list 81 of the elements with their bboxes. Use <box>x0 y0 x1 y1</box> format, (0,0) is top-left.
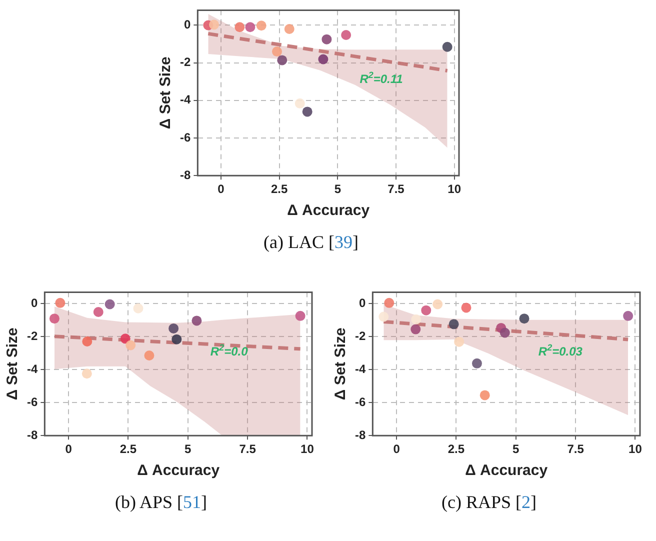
point <box>168 323 179 334</box>
point <box>410 324 421 334</box>
point <box>454 336 464 347</box>
point <box>256 20 266 31</box>
point <box>277 55 288 66</box>
y-tick-label: -8 <box>355 428 366 442</box>
y-tick-label: -6 <box>27 394 38 409</box>
point <box>82 368 92 379</box>
point <box>519 314 530 324</box>
y-tick-label: -4 <box>180 92 191 107</box>
y-tick-label: -6 <box>355 394 366 409</box>
x-tick-label: 7.5 <box>388 182 405 196</box>
point <box>234 22 245 32</box>
x-tick-label: 10 <box>448 182 462 196</box>
point <box>294 98 305 108</box>
point <box>472 358 482 368</box>
x-tick-label: 0 <box>393 442 400 456</box>
y-axis-title: Δ Set Size <box>4 328 22 400</box>
point <box>623 310 634 321</box>
point <box>302 106 312 117</box>
y-tick-label: 0 <box>184 18 191 32</box>
point <box>461 302 472 313</box>
y-tick-label: -2 <box>27 329 38 344</box>
x-tick-label: 2.5 <box>448 442 465 456</box>
x-tick-label: 10 <box>628 442 642 456</box>
point <box>82 336 92 346</box>
x-tick-label: 2.5 <box>120 442 137 456</box>
y-tick-label: -4 <box>355 362 366 376</box>
point <box>448 319 459 330</box>
y-tick-label: -2 <box>355 329 366 344</box>
text: (b) APS [51] <box>114 492 207 512</box>
x-tick-label: 5 <box>184 442 192 456</box>
y-tick-label: 0 <box>358 296 366 310</box>
x-tick-label: 5 <box>512 442 520 456</box>
y-axis-title: Δ Set Size <box>332 328 350 400</box>
y-tick-label: -4 <box>27 362 38 376</box>
point <box>49 314 60 324</box>
y-tick-label: -2 <box>180 55 191 70</box>
y-tick-label: -8 <box>27 428 38 442</box>
point <box>126 340 136 350</box>
text: (a) LAC [39] <box>264 232 358 252</box>
x-tick-label: 10 <box>300 442 314 456</box>
x-tick-label: 0 <box>218 182 225 196</box>
line-series <box>206 32 450 72</box>
point <box>500 328 510 338</box>
y-tick-label: -8 <box>180 168 191 182</box>
x-tick-label: 2.5 <box>270 182 288 196</box>
point <box>432 299 443 310</box>
point <box>93 306 104 317</box>
point <box>480 390 490 400</box>
x-axis-title: Δ Accuracy <box>287 202 370 220</box>
x-axis-title: Δ Accuracy <box>465 462 548 480</box>
point <box>245 22 256 32</box>
text: (c) RAPS [2] <box>441 492 536 512</box>
point <box>442 42 452 52</box>
point <box>172 334 182 344</box>
point <box>120 334 130 344</box>
y-tick-label: 0 <box>30 296 38 310</box>
point <box>318 54 328 64</box>
x-tick-label: 7.5 <box>567 442 584 456</box>
point <box>144 350 154 360</box>
point <box>272 46 282 57</box>
x-tick-label: 7.5 <box>239 442 256 456</box>
x-tick-label: 0 <box>65 442 72 456</box>
point <box>341 30 352 40</box>
x-tick-label: 5 <box>334 182 342 196</box>
point <box>209 20 220 30</box>
point <box>411 314 422 324</box>
point <box>133 303 144 314</box>
point <box>104 299 115 310</box>
point <box>295 310 306 321</box>
x-axis-title: Δ Accuracy <box>137 462 220 480</box>
point <box>384 298 394 308</box>
point <box>421 305 432 316</box>
point <box>55 298 66 308</box>
point <box>284 24 294 34</box>
point <box>322 34 332 44</box>
point <box>192 316 202 326</box>
y-tick-label: -6 <box>180 130 191 144</box>
point <box>378 312 389 322</box>
y-axis-title: Δ Set Size <box>157 56 174 130</box>
